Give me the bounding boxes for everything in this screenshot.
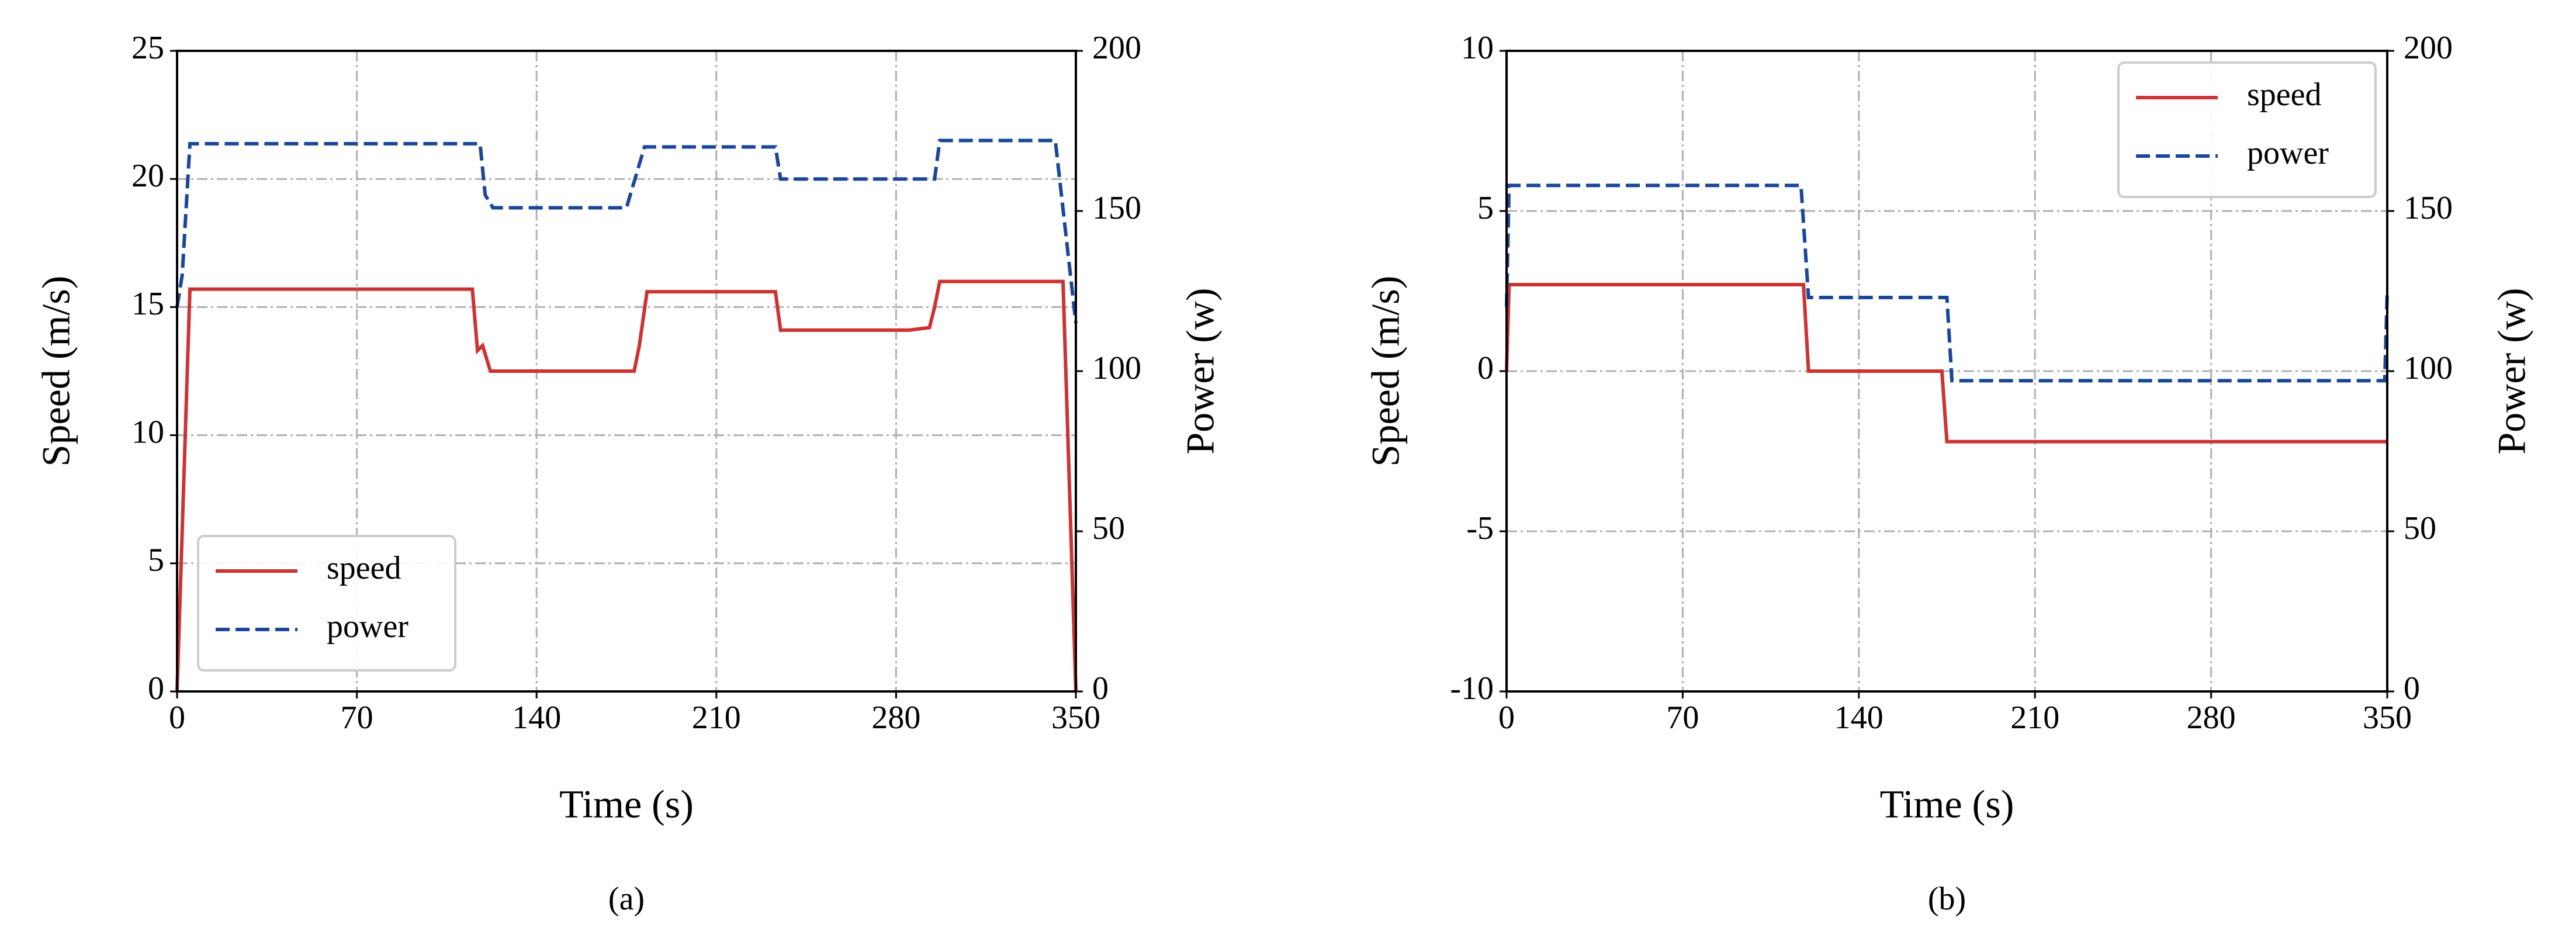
y-tick-label: 10 bbox=[131, 414, 164, 450]
plot-frame bbox=[176, 50, 1077, 693]
x-tick-label: 140 bbox=[512, 700, 561, 736]
x-tick-label: 0 bbox=[1498, 700, 1515, 736]
y-tick-label: 25 bbox=[131, 30, 164, 66]
x-axis-label: Time (s) bbox=[559, 782, 694, 826]
x-tick-label: 0 bbox=[169, 700, 185, 736]
x-tick-label: 350 bbox=[2363, 700, 2412, 736]
y2-tick-label: 50 bbox=[1092, 510, 1125, 546]
plot-frame bbox=[1505, 50, 2388, 693]
legend-label: power bbox=[327, 608, 408, 645]
legend-label: power bbox=[2247, 135, 2329, 171]
x-tick-label: 350 bbox=[1051, 700, 1100, 736]
legend-label: speed bbox=[2247, 77, 2322, 113]
y2-tick-label: 200 bbox=[2404, 30, 2453, 66]
y2-tick-label: 0 bbox=[2404, 670, 2420, 707]
y-tick-label: 0 bbox=[1477, 350, 1494, 386]
y2-tick-label: 0 bbox=[1092, 670, 1109, 707]
y-axis-label: Speed (m/s) bbox=[1363, 276, 1408, 467]
legend-label: speed bbox=[327, 550, 401, 586]
y2-axis-label: Power (w) bbox=[2490, 288, 2534, 454]
series-line bbox=[175, 279, 1078, 692]
series-line bbox=[1505, 283, 2387, 444]
caption: (b) bbox=[1928, 881, 1966, 917]
y2-tick-label: 100 bbox=[1092, 350, 1141, 386]
y-tick-label: 15 bbox=[131, 286, 164, 322]
series-line bbox=[1505, 184, 2389, 383]
x-tick-label: 70 bbox=[341, 700, 373, 736]
y2-tick-label: 150 bbox=[1092, 190, 1141, 226]
y2-tick-label: 150 bbox=[2404, 190, 2453, 226]
y2-axis-label: Power (w) bbox=[1178, 288, 1223, 454]
y-tick-label: 0 bbox=[148, 670, 164, 707]
y2-tick-label: 50 bbox=[2404, 510, 2436, 546]
x-tick-label: 70 bbox=[1666, 700, 1699, 736]
y-tick-label: -10 bbox=[1450, 670, 1494, 707]
series-line bbox=[175, 139, 1078, 324]
y-tick-label: 20 bbox=[131, 158, 164, 194]
y2-tick-label: 200 bbox=[1092, 30, 1141, 66]
x-tick-label: 210 bbox=[692, 700, 741, 736]
x-tick-label: 210 bbox=[2010, 700, 2059, 736]
x-tick-label: 280 bbox=[871, 700, 920, 736]
y-axis-label: Speed (m/s) bbox=[34, 276, 78, 467]
y-tick-label: 5 bbox=[148, 542, 164, 579]
y-tick-label: 5 bbox=[1477, 190, 1494, 226]
y-tick-label: 10 bbox=[1461, 30, 1494, 66]
y2-tick-label: 100 bbox=[2404, 350, 2453, 386]
caption: (a) bbox=[608, 881, 645, 917]
x-tick-label: 280 bbox=[2187, 700, 2236, 736]
y-tick-label: -5 bbox=[1466, 510, 1494, 546]
x-axis-label: Time (s) bbox=[1880, 782, 2014, 826]
x-tick-label: 140 bbox=[1834, 700, 1883, 736]
